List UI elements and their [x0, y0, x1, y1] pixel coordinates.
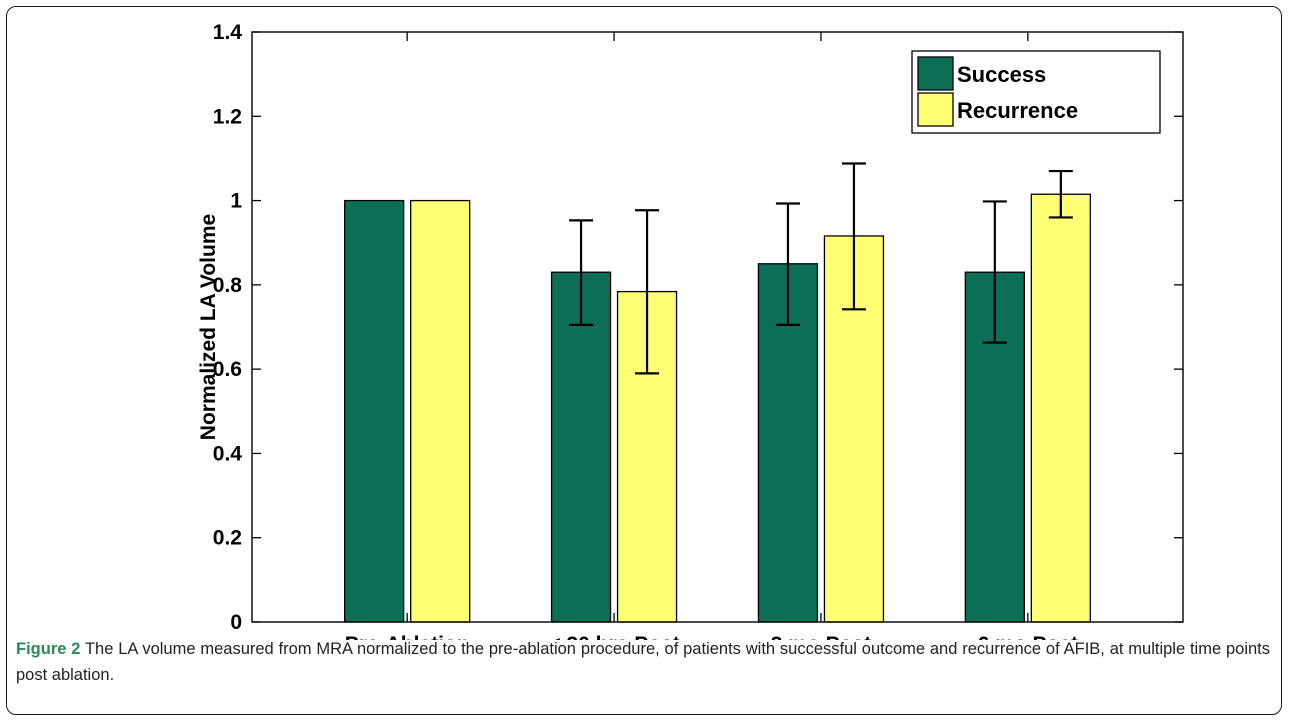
y-tick-label-7: 1.4 — [213, 21, 243, 44]
x-tick-label-3: 6 mo Post — [978, 633, 1078, 640]
x-tick-label-0: Pre-Ablation — [345, 633, 470, 640]
legend-label-success: Success — [957, 62, 1046, 87]
y-tick-label-6: 1.2 — [213, 105, 242, 128]
plot-area-box — [251, 31, 1184, 623]
y-tick-label-2: 0.4 — [213, 442, 243, 465]
legend: Success Recurrence — [911, 50, 1161, 134]
y-tick-label-5: 1 — [230, 190, 242, 213]
axis-labels-layer: Pre-Ablation < 30 hrs Post 3 mo Post 6 mo P… — [197, 21, 1078, 640]
y-tick-label-3: 0.6 — [213, 358, 242, 381]
error-bars-layer — [569, 162, 1073, 375]
bar-success-1 — [550, 271, 612, 623]
caption-label: Figure 2 — [16, 640, 81, 658]
axis-ticks-layer — [252, 31, 1183, 623]
bar-recurrence-3 — [1030, 193, 1091, 623]
y-tick-label-4: 0.8 — [213, 274, 243, 297]
caption-text: The LA volume measured from MRA normaliz… — [16, 640, 1271, 684]
y-axis-label: Normalized LA Volume — [197, 214, 220, 440]
legend-label-recurrence: Recurrence — [957, 98, 1078, 123]
bar-chart: Pre-Ablation < 30 hrs Post 3 mo Post 6 mo P… — [197, 21, 1184, 640]
bar-recurrence-0 — [410, 199, 471, 623]
bar-success-0 — [344, 199, 405, 623]
x-tick-label-1: < 30 hrs Post — [548, 633, 679, 640]
legend-swatch-success — [917, 56, 954, 91]
figure-caption: Figure 2 The LA volume measured from MRA… — [16, 636, 1270, 688]
y-tick-label-0: 0 — [230, 611, 242, 634]
bars-layer — [344, 193, 1091, 623]
y-tick-label-1: 0.2 — [213, 527, 242, 550]
legend-swatch-recurrence — [917, 92, 954, 127]
x-tick-label-2: 3 mo Post — [771, 633, 871, 640]
